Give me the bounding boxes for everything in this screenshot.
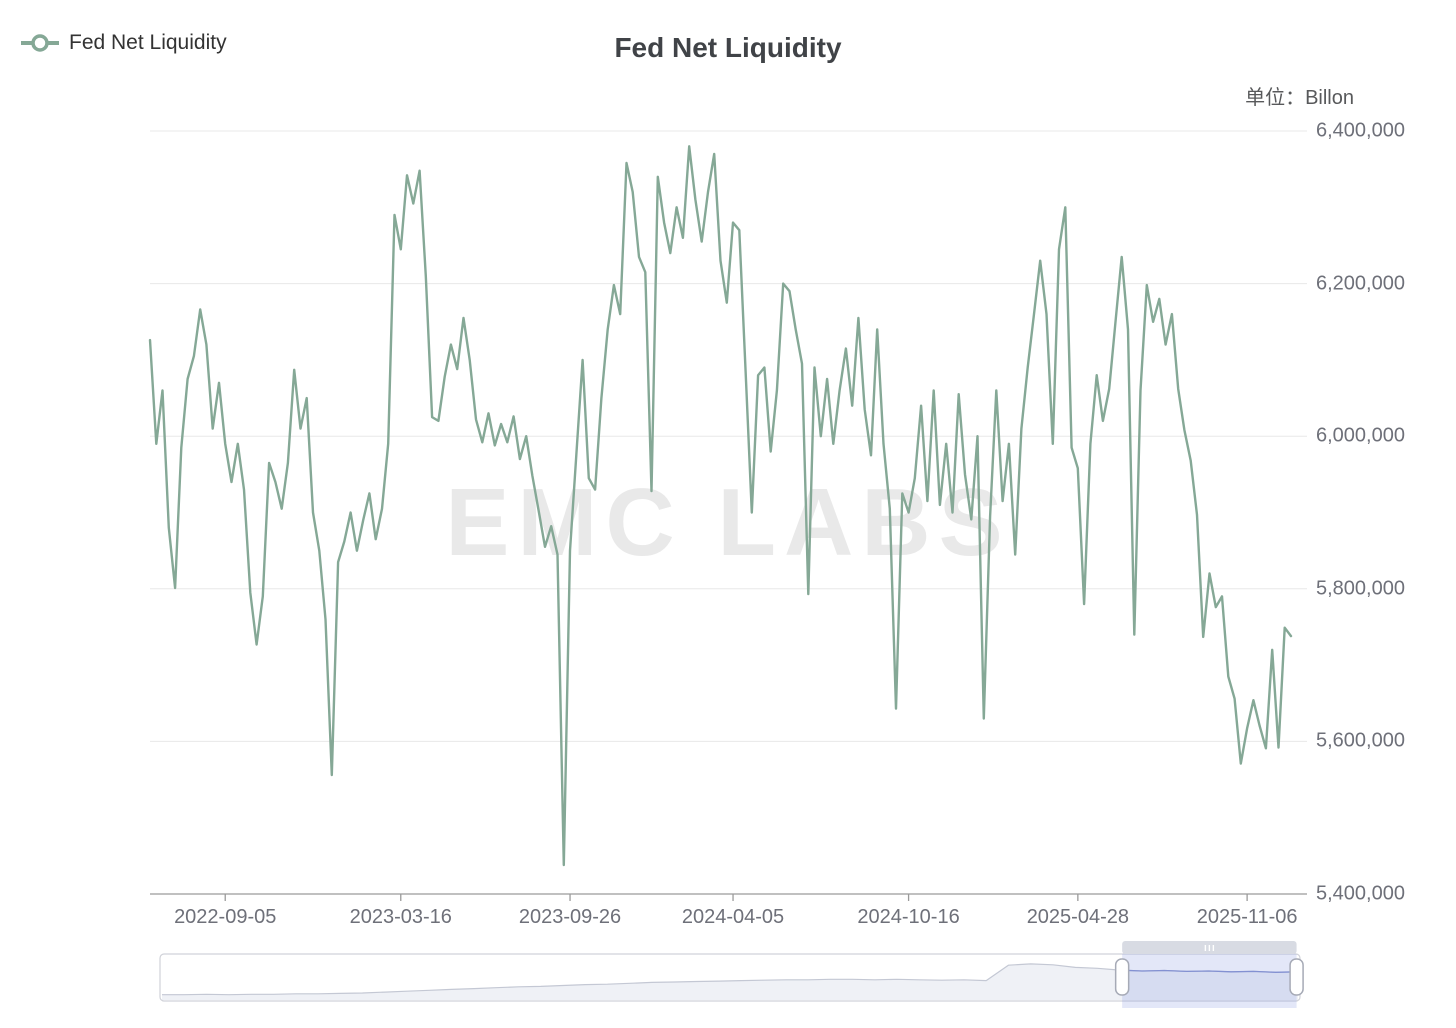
slider-overview-line: [162, 963, 1299, 996]
unit-label: 单位：Billon: [1245, 87, 1354, 109]
slider-handle-right[interactable]: [1289, 958, 1304, 996]
x-axis-label: 2024-10-16: [857, 906, 960, 928]
slider-handle-left[interactable]: [1114, 958, 1130, 996]
x-axis-label: 2022-09-05: [174, 906, 277, 928]
legend-label: Fed Net Liquidity: [69, 31, 227, 54]
x-axis-label: 2025-04-28: [1026, 906, 1129, 928]
fed-net-liquidity-line: [148, 145, 1293, 867]
y-axis-label: 6,000,000: [1316, 424, 1405, 447]
y-axis-label: 5,800,000: [1316, 577, 1405, 600]
x-axis-label: 2024-04-05: [681, 906, 785, 928]
y-axis-label: 6,200,000: [1316, 272, 1405, 295]
y-axis-label: 5,600,000: [1316, 729, 1405, 752]
watermark: EMC LABS: [445, 469, 1011, 576]
x-axis-label: 2023-03-16: [349, 906, 452, 928]
chart-title: Fed Net Liquidity: [614, 32, 842, 63]
line-series-marker-icon: [21, 34, 59, 52]
slider-window[interactable]: [1122, 954, 1297, 1008]
x-axis-label: 2025-11-06: [1196, 906, 1298, 928]
y-axis-label: 6,400,000: [1316, 119, 1405, 142]
x-axis-label: 2023-09-26: [518, 906, 622, 928]
slider-overview-area: [162, 963, 1298, 1000]
y-axis-label: 5,400,000: [1316, 882, 1405, 905]
legend-item-fed-net-liquidity[interactable]: Fed Net Liquidity: [20, 31, 227, 55]
